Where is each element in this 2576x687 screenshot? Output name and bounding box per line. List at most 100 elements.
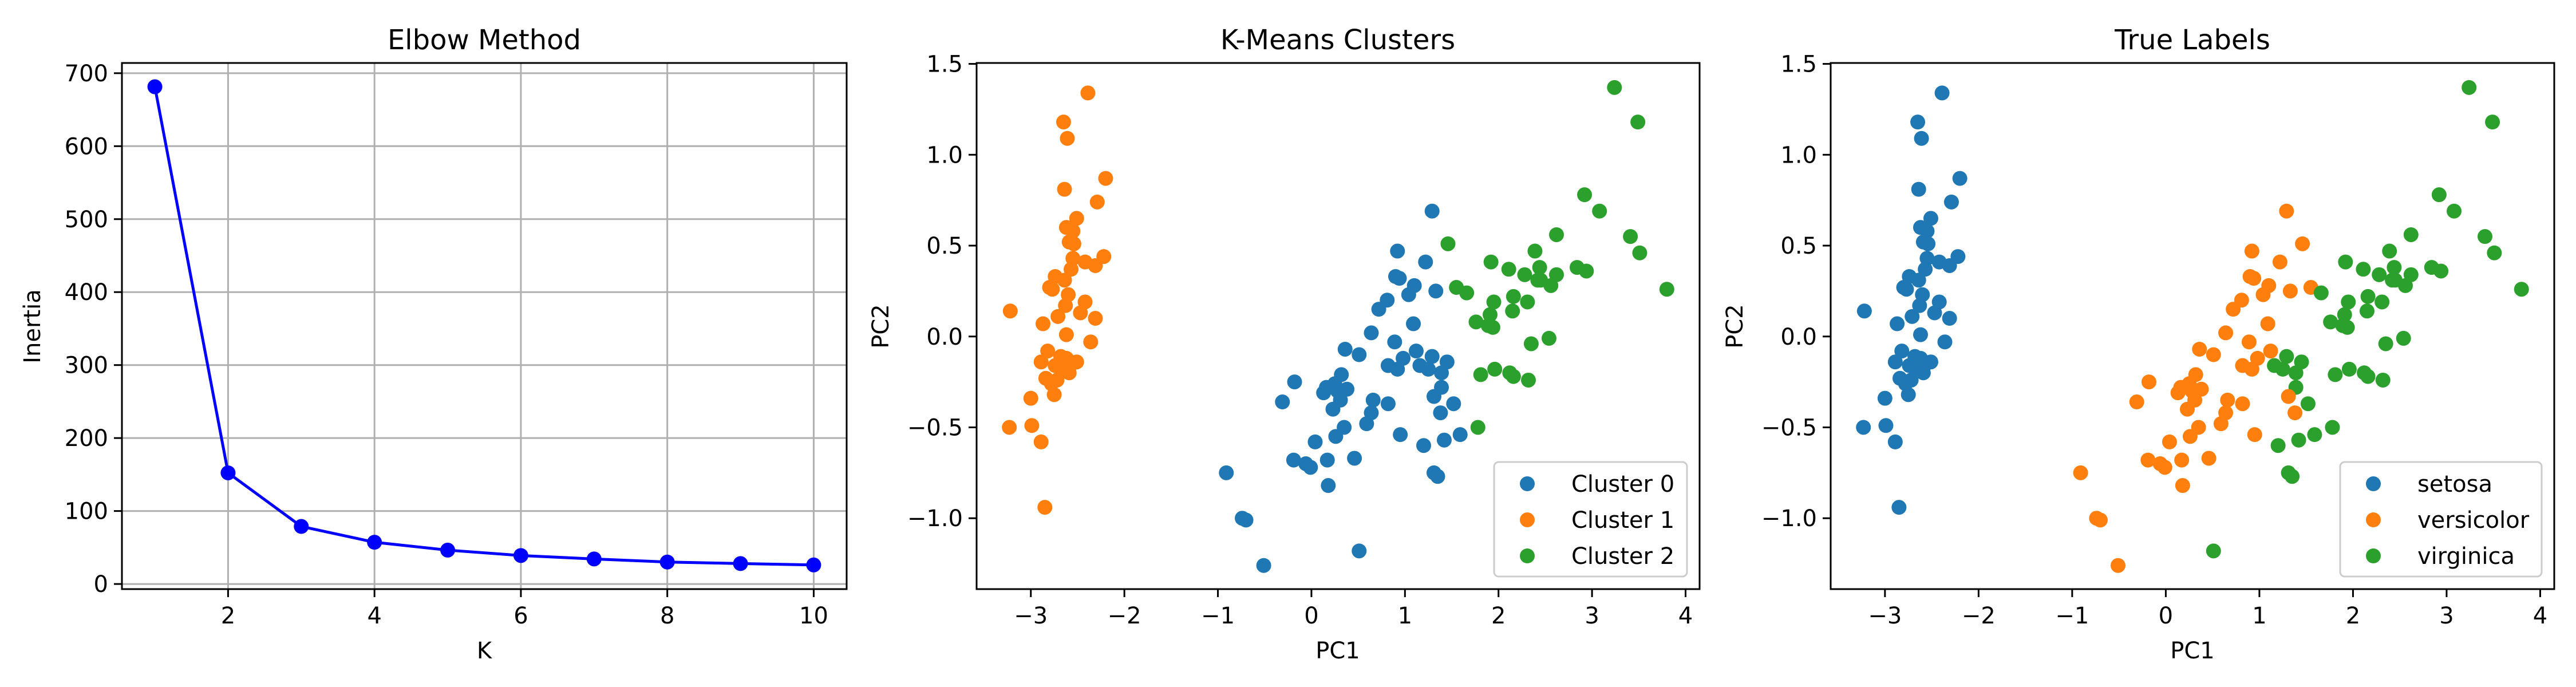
- scatter-point: [2325, 420, 2340, 435]
- scatter-point: [1899, 282, 1914, 297]
- scatter-point: [2244, 243, 2259, 259]
- scatter-point: [1303, 460, 1318, 475]
- scatter-point: [1934, 85, 1950, 101]
- scatter-point: [1380, 396, 1396, 412]
- scatter-point: [2218, 325, 2234, 341]
- data-point: [440, 542, 456, 558]
- scatter-point: [1459, 285, 1475, 301]
- y-axis-label: Inertia: [19, 289, 46, 364]
- legend-marker: [2366, 512, 2381, 527]
- chart-title: True Labels: [2114, 24, 2270, 56]
- x-tick-label: 2: [1491, 603, 1506, 629]
- elbow-chart: Elbow Method K Inertia 2 4 6 8 1001002003004…: [19, 24, 848, 664]
- data-point: [220, 465, 236, 480]
- y-tick-label: 0.0: [1780, 324, 1817, 350]
- y-tick-label: −1.0: [1761, 506, 1817, 532]
- scatter-point: [1371, 302, 1386, 317]
- scatter-point: [1890, 316, 1905, 331]
- scatter-point: [2162, 434, 2177, 449]
- x-tick-label: 1: [2252, 603, 2266, 629]
- scatter-point: [1352, 543, 1367, 559]
- scatter-point: [1913, 327, 1928, 342]
- legend-marker: [1520, 512, 1535, 527]
- legend-label: setosa: [2417, 471, 2492, 498]
- scatter-point: [1877, 390, 1893, 406]
- chart-title: Elbow Method: [388, 24, 581, 56]
- scatter-point: [2378, 336, 2393, 352]
- scatter-point: [1912, 298, 1927, 313]
- scatter-point: [2375, 372, 2391, 388]
- scatter-point: [2372, 267, 2387, 282]
- y-tick-label: 0.5: [1780, 233, 1817, 259]
- scatter-point: [1911, 273, 1926, 288]
- scatter-point: [1352, 347, 1367, 362]
- scatter-point: [1033, 434, 1049, 449]
- scatter-point: [2281, 389, 2296, 404]
- scatter-point: [2359, 303, 2374, 319]
- scatter-point: [1430, 469, 1445, 484]
- scatter-point: [1307, 434, 1323, 449]
- scatter-point: [1036, 316, 1051, 331]
- scatter-point: [1056, 114, 1071, 130]
- x-tick-label: −3: [1868, 603, 1902, 629]
- x-tick-label: 3: [1585, 603, 1599, 629]
- scatter-point: [1607, 80, 1622, 95]
- scatter-point: [1910, 354, 1926, 370]
- x-tick-label: 2: [221, 603, 235, 629]
- scatter-point: [1506, 289, 1521, 304]
- y-tick-label: 700: [65, 61, 108, 87]
- scatter-point: [2201, 451, 2217, 466]
- scatter-point: [2073, 465, 2088, 480]
- scatter-point: [1050, 309, 1066, 324]
- scatter-point: [1328, 429, 1344, 444]
- scatter-point: [1910, 114, 1926, 130]
- scatter-point: [2323, 314, 2338, 330]
- x-tick-label: 10: [799, 603, 828, 629]
- scatter-point: [2307, 427, 2322, 443]
- scatter-point: [1098, 171, 1113, 186]
- scatter-point: [1064, 262, 1079, 277]
- scatter-point: [1468, 314, 1484, 330]
- x-axis-label: K: [477, 638, 493, 664]
- x-tick-label: −3: [1014, 603, 1048, 629]
- scatter-point: [2272, 254, 2287, 270]
- y-axis-label: PC2: [868, 304, 894, 349]
- scatter-point: [1057, 181, 1072, 197]
- scatter-point: [1473, 367, 1488, 382]
- scatter-point: [1440, 236, 1456, 251]
- x-tick-label: −1: [2055, 603, 2089, 629]
- scatter-point: [1527, 243, 1543, 259]
- data-point: [294, 519, 309, 534]
- scatter-point: [1592, 203, 1607, 219]
- scatter-point: [1505, 303, 1520, 319]
- scatter-point: [1347, 451, 1362, 466]
- data-point: [659, 554, 675, 570]
- scatter-point: [2220, 392, 2235, 408]
- scatter-point: [1037, 500, 1053, 515]
- scatter-point: [2180, 401, 2195, 417]
- scatter-point: [1918, 262, 1933, 277]
- scatter-point: [2291, 432, 2306, 448]
- scatter-point: [2279, 349, 2294, 364]
- x-tick-label: −1: [1201, 603, 1235, 629]
- y-tick-label: 200: [65, 425, 108, 452]
- scatter-point: [1428, 283, 1444, 299]
- scatter-point: [1446, 396, 1461, 412]
- x-axis-label: PC1: [2170, 638, 2215, 664]
- scatter-point: [2192, 341, 2207, 357]
- scatter-point: [1424, 349, 1440, 364]
- x-tick-label: 3: [2439, 603, 2453, 629]
- true-labels-chart: True Labels PC1 PC2 −3 −2 −1 0 1 2 3 4 −1.0 −0.5 0…: [1722, 24, 2555, 664]
- scatter-point: [1073, 305, 1088, 321]
- legend-label: Cluster 2: [1571, 543, 1674, 570]
- scatter-point: [1256, 558, 1271, 573]
- scatter-point: [1942, 258, 1957, 273]
- scatter-point: [1286, 452, 1301, 468]
- scatter-point: [1470, 420, 1485, 435]
- scatter-point: [2226, 302, 2241, 317]
- scatter-point: [1238, 512, 1254, 528]
- y-tick-label: 1.5: [926, 52, 963, 78]
- scatter-point: [1359, 416, 1374, 432]
- scatter-point: [1577, 187, 1593, 203]
